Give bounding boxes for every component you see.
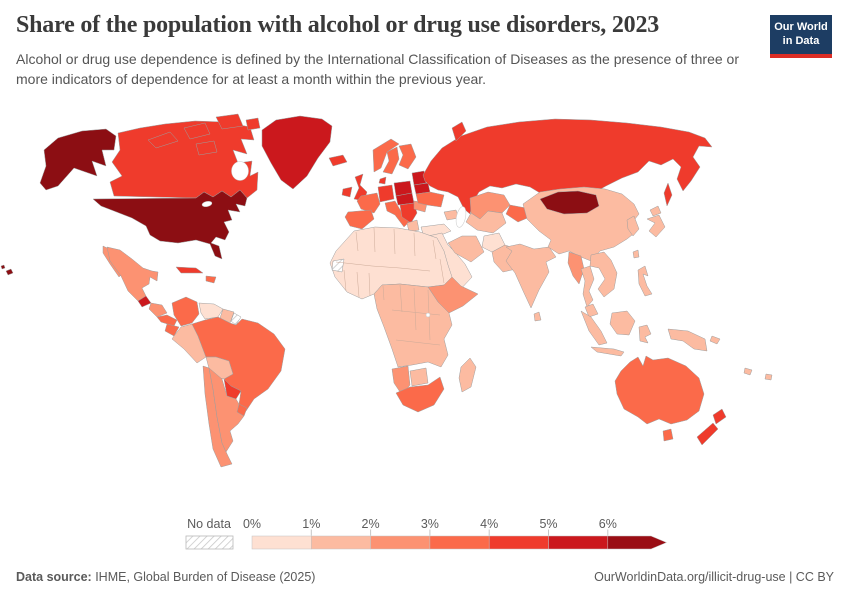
map-region-iran[interactable] <box>447 235 485 263</box>
owid-logo-text: Our World in Data <box>770 15 832 54</box>
map-region-greece[interactable] <box>406 219 420 233</box>
legend-no-data-label: No data <box>187 517 231 531</box>
map-region-nz-south[interactable] <box>696 422 719 446</box>
map-legend: No data 0% 1% 2% 3% 4% 5% 6% <box>185 517 668 550</box>
map-region-africa-central[interactable] <box>373 283 453 368</box>
map-region-sri-lanka[interactable] <box>533 311 542 322</box>
map-region-paraguay[interactable] <box>223 378 242 400</box>
map-region-costa-panama[interactable] <box>156 314 178 327</box>
map-region-madagascar[interactable] <box>458 357 477 393</box>
map-region-south-africa[interactable] <box>395 376 445 413</box>
map-region-java[interactable] <box>590 346 625 357</box>
map-region-india[interactable] <box>505 243 557 309</box>
legend-no-data-swatch[interactable] <box>185 535 234 550</box>
map-region-western-sahara[interactable] <box>331 258 345 273</box>
map-region-venezuela[interactable] <box>198 302 224 320</box>
map-region-pacific-islands[interactable] <box>709 335 773 381</box>
footer-license-link[interactable]: OurWorldinData.org/illicit-drug-use | CC… <box>594 570 834 584</box>
map-region-argentina[interactable] <box>208 367 245 453</box>
map-region-cuba[interactable] <box>175 266 204 274</box>
map-region-baltics[interactable] <box>411 170 427 186</box>
map-region-hawaii[interactable] <box>0 264 14 276</box>
map-region-borneo[interactable] <box>609 310 636 336</box>
map-region-indochina[interactable] <box>589 251 618 298</box>
map-region-japan-honshu[interactable] <box>646 214 666 238</box>
legend-tick-2: 2% <box>362 517 380 531</box>
footer-source-label: Data source: <box>16 570 92 584</box>
map-region-alaska[interactable] <box>39 128 117 191</box>
footer-data-source: Data source: IHME, Global Burden of Dise… <box>16 570 315 584</box>
map-region-malaysia[interactable] <box>584 303 599 318</box>
legend-bin-6-arrow[interactable] <box>607 535 668 550</box>
map-region-ireland[interactable] <box>341 186 353 198</box>
map-region-honduras-nicaragua[interactable] <box>148 302 168 318</box>
legend-tick-1: 1% <box>302 517 320 531</box>
map-region-iceland[interactable] <box>328 154 348 167</box>
map-region-uzbek-turkmen[interactable] <box>465 210 507 234</box>
page-subtitle: Alcohol or drug use dependence is define… <box>16 51 739 88</box>
map-region-tasmania[interactable] <box>662 428 674 442</box>
map-region-mongolia[interactable] <box>539 190 600 215</box>
map-region-colombia[interactable] <box>171 296 200 327</box>
map-region-myanmar[interactable] <box>567 251 585 285</box>
owid-logo-accent-bar <box>770 53 832 58</box>
great-lakes <box>201 201 213 207</box>
legend-tick-0: 0% <box>243 517 261 531</box>
footer: Data source: IHME, Global Burden of Dise… <box>16 570 834 584</box>
map-region-sumatra[interactable] <box>580 310 608 346</box>
map-region-iberia[interactable] <box>344 209 375 230</box>
map-layer <box>0 113 773 468</box>
map-region-usa[interactable] <box>92 189 248 260</box>
owid-logo[interactable]: Our World in Data <box>770 15 832 58</box>
legend-bin-4[interactable] <box>488 535 549 550</box>
footer-source-text: IHME, Global Burden of Disease (2025) <box>91 570 316 584</box>
map-region-thailand[interactable] <box>580 265 595 308</box>
map-region-balkans[interactable] <box>399 202 418 224</box>
map-region-png[interactable] <box>667 328 708 352</box>
map-region-france[interactable] <box>356 192 381 214</box>
map-region-hispaniola[interactable] <box>205 275 217 284</box>
legend-tick-5: 5% <box>539 517 557 531</box>
map-region-philippines[interactable] <box>637 265 653 297</box>
legend-tick-3: 3% <box>421 517 439 531</box>
hudson-bay <box>231 161 249 181</box>
map-region-canada[interactable] <box>109 120 259 199</box>
map-region-japan-hokkaido[interactable] <box>649 205 662 217</box>
map-region-sakhalin[interactable] <box>663 182 673 207</box>
map-region-canada-arctic[interactable] <box>147 113 261 156</box>
map-region-russia[interactable] <box>422 118 713 215</box>
legend-tick-6: 6% <box>599 517 617 531</box>
map-region-italy[interactable] <box>384 200 410 228</box>
lake-victoria <box>425 312 431 318</box>
map-region-sulawesi[interactable] <box>638 324 652 344</box>
map-region-australia[interactable] <box>614 355 705 425</box>
caspian-sea <box>455 206 467 228</box>
legend-tick-4: 4% <box>480 517 498 531</box>
map-region-taiwan[interactable] <box>632 249 640 259</box>
legend-bin-2[interactable] <box>370 535 431 550</box>
map-region-nz-north[interactable] <box>712 408 727 425</box>
legend-bin-3[interactable] <box>429 535 490 550</box>
page-title: Share of the population with alcohol or … <box>16 12 660 38</box>
map-region-germany[interactable] <box>377 184 395 203</box>
map-region-botswana[interactable] <box>409 367 429 387</box>
legend-bin-5[interactable] <box>548 535 609 550</box>
map-region-greenland[interactable] <box>261 115 333 190</box>
map-region-ukraine[interactable] <box>415 191 445 208</box>
map-region-sweden[interactable] <box>382 146 400 175</box>
legend-bin-0[interactable] <box>251 535 312 550</box>
map-region-mexico[interactable] <box>106 246 159 302</box>
map-region-finland[interactable] <box>398 143 417 170</box>
legend-bin-1[interactable] <box>311 535 371 550</box>
map-region-novaya-zemlya[interactable] <box>451 121 467 142</box>
map-region-denmark[interactable] <box>378 176 387 185</box>
map-region-korea[interactable] <box>626 215 640 237</box>
